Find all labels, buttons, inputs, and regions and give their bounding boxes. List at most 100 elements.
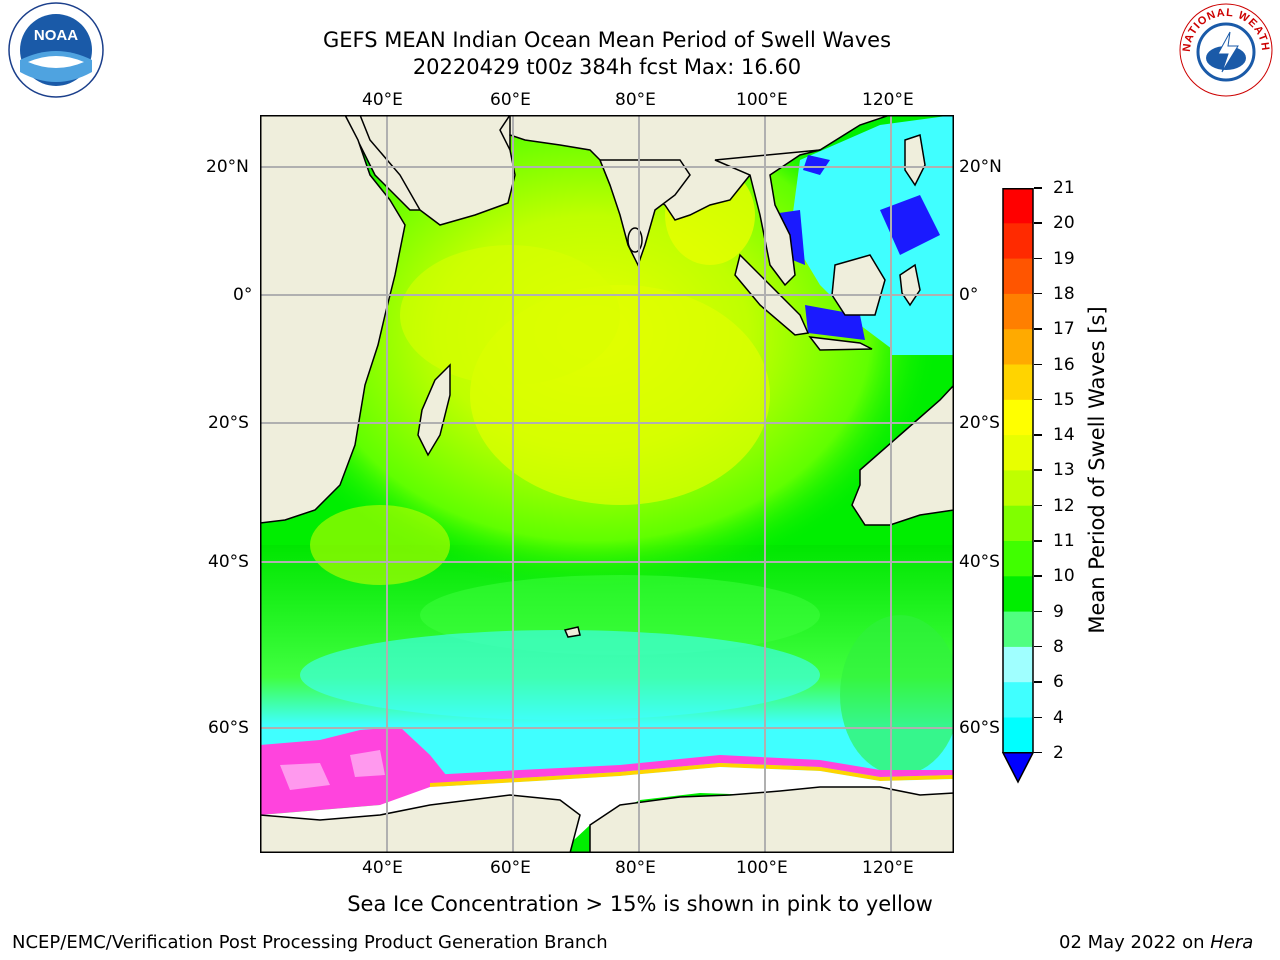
lon-label-top-120e: 120°E: [862, 90, 914, 110]
lat-label-left-20s: 20°S: [208, 413, 249, 433]
colorbar-tick-label: 8: [1053, 636, 1064, 657]
colorbar-tick-label: 16: [1053, 354, 1075, 375]
lat-label-right-20n: 20°N: [959, 157, 1002, 177]
colorbar-segment: [1003, 611, 1033, 648]
colorbar-segment: [1003, 717, 1033, 754]
lon-label-top-60e: 60°E: [490, 90, 531, 110]
colorbar-tick-label: 15: [1053, 389, 1075, 410]
colorbar-tick-mark: [1034, 222, 1042, 224]
lon-label-bottom-80e: 80°E: [615, 858, 656, 878]
land-indochina: [714, 149, 821, 287]
colorbar-segment: [1003, 188, 1033, 224]
swell-cyan-patch-south: [300, 630, 820, 720]
colorbar-tick-mark: [1034, 504, 1042, 507]
map-canvas: [259, 114, 960, 854]
land-australia: [851, 383, 955, 526]
colorbar-tick-mark: [1034, 363, 1042, 365]
colorbar-tick-mark: [1034, 645, 1042, 648]
noaa-logo-text: NOAA: [34, 27, 78, 44]
lat-label-left-40s: 40°S: [208, 552, 249, 572]
page-title: GEFS MEAN Indian Ocean Mean Period of Sw…: [322, 28, 892, 52]
colorbar-segment: [1003, 399, 1033, 436]
colorbar-frame: [1002, 188, 1034, 753]
colorbar-tick-label: 9: [1053, 601, 1064, 622]
land-india: [598, 159, 691, 267]
footer-date-text: 02 May 2022 on: [1059, 932, 1211, 953]
east-archipelago-cyan: [890, 285, 954, 355]
colorbar-tick-mark: [1034, 610, 1042, 613]
colorbar-tick-label: 11: [1053, 531, 1075, 551]
lon-label-top-80e: 80°E: [615, 90, 656, 110]
sea-ice-note: Sea Ice Concentration > 15% is shown in …: [347, 892, 933, 916]
colorbar-tick-label: 17: [1053, 319, 1075, 340]
lat-label-left-60s: 60°S: [208, 718, 249, 738]
colorbar-segment: [1003, 470, 1033, 507]
colorbar-extend-arrow: [1001, 752, 1035, 784]
lon-label-bottom-60e: 60°E: [490, 858, 531, 878]
colorbar-segment: [1003, 258, 1033, 295]
colorbar-tick-label: 20: [1053, 213, 1075, 234]
land-arabia: [358, 114, 516, 226]
colorbar-tick-label: 12: [1053, 495, 1075, 516]
colorbar-tick-mark: [1034, 716, 1042, 718]
lat-label-right-40s: 40°S: [959, 552, 1000, 572]
sea-ice-dots: [280, 750, 385, 790]
footer-branch: NCEP/EMC/Verification Post Processing Pr…: [12, 932, 608, 953]
colorbar-tick-label: 19: [1053, 248, 1075, 269]
colorbar-segment: [1003, 293, 1033, 330]
colorbar-label-text: Mean Period of Swell Waves [s]: [1085, 306, 1109, 634]
lon-label-bottom-120e: 120°E: [862, 858, 914, 878]
swell-yellow-patch-west: [400, 245, 620, 385]
nws-logo: NATIONAL WEATHER SERVICE: [1174, 0, 1274, 98]
colorbar-tick-label: 14: [1053, 425, 1075, 446]
colorbar-tick-mark: [1034, 257, 1042, 260]
map-gridlines: [260, 115, 954, 853]
colorbar-segment: [1003, 505, 1033, 542]
lon-label-top-40e: 40°E: [362, 90, 403, 110]
colorbar-canvas: [1001, 188, 1035, 784]
colorbar: [1001, 188, 1035, 784]
colorbar-tick-mark: [1034, 292, 1042, 295]
colorbar-segment: [1003, 223, 1033, 260]
swell-green-patch-se: [840, 615, 960, 775]
sea-ice-edge-yellow: [430, 763, 954, 787]
footer-date: 02 May 2022 on Hera: [1059, 932, 1253, 954]
colorbar-tick-mark: [1034, 398, 1042, 401]
colorbar-tick-mark: [1034, 681, 1042, 683]
colorbar-tick-mark: [1034, 328, 1042, 330]
lon-label-bottom-100e: 100°E: [736, 858, 788, 878]
lon-label-bottom-40e: 40°E: [362, 858, 403, 878]
colorbar-tick-label: 6: [1053, 672, 1064, 693]
colorbar-segment: [1003, 646, 1033, 683]
land-madagascar: [417, 363, 451, 457]
footer-machine: Hera: [1210, 932, 1254, 953]
colorbar-tick-mark: [1034, 540, 1042, 542]
colorbar-segment: [1003, 435, 1033, 471]
swell-yellow-patch-sw: [310, 505, 450, 585]
lat-label-right-60s: 60°S: [959, 718, 1000, 738]
land-kerguelen: [563, 626, 581, 638]
lat-label-left-20n: 20°N: [206, 157, 249, 177]
colorbar-tick-label: 2: [1053, 742, 1064, 763]
colorbar-tick-label: 18: [1053, 283, 1075, 304]
sea-ice-edge: [430, 755, 954, 783]
philippine-seas-blue: [880, 195, 940, 255]
land-java: [808, 336, 873, 351]
land-philippines: [904, 134, 926, 187]
land-africa: [259, 114, 406, 524]
colorbar-tick-label: 10: [1053, 566, 1075, 587]
colorbar-tick-label: 4: [1053, 707, 1064, 728]
lat-label-right-0: 0°: [959, 285, 979, 305]
colorbar-segment: [1003, 364, 1033, 401]
strait-blue-west: [803, 155, 830, 175]
lon-label-top-100e: 100°E: [736, 90, 788, 110]
colorbar-tick-mark: [1034, 187, 1042, 189]
colorbar-tick-mark: [1034, 434, 1042, 436]
map-panel: [259, 114, 960, 854]
colorbar-tick-mark: [1034, 751, 1042, 754]
noaa-logo: NOAA: [8, 2, 104, 98]
colorbar-segment: [1003, 541, 1033, 577]
colorbar-segment: [1003, 576, 1033, 613]
colorbar-segment: [1003, 682, 1033, 718]
colorbar-tick-mark: [1034, 575, 1042, 577]
